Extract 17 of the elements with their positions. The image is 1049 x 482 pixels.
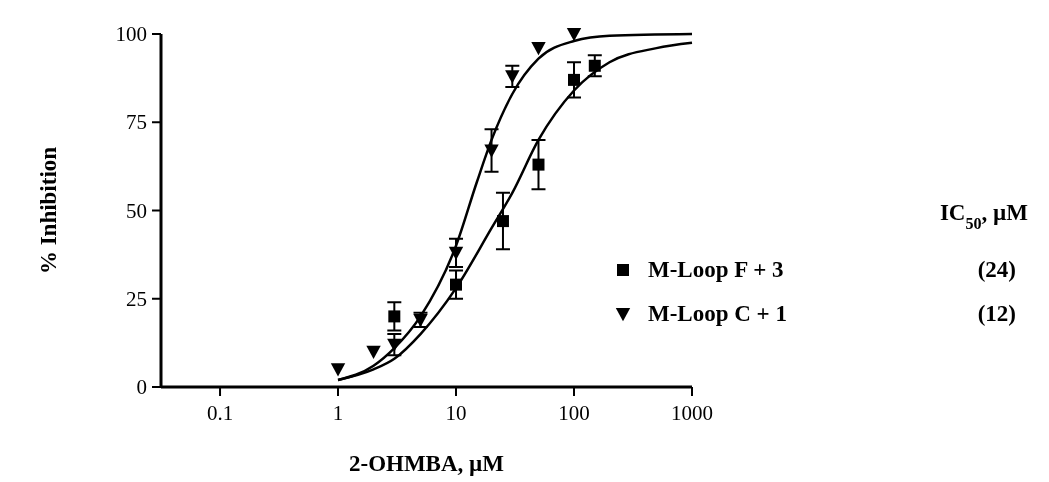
text: (12): [977, 301, 1016, 326]
y-tick-label: 0: [136, 375, 147, 399]
x-tick-label: 0.1: [206, 401, 234, 425]
x-axis-title: 2-OHMBA, µM: [348, 451, 505, 476]
y-tick-label: 100: [115, 22, 147, 46]
y-tick-label: 50: [126, 198, 147, 223]
y-axis-title: % Inhibition: [36, 146, 61, 275]
legend-label: M-Loop F + 3: [648, 257, 784, 282]
x-tick-label: 10: [445, 401, 467, 425]
x-tick-label: 1: [332, 401, 344, 425]
x-tick-label: 1000: [671, 401, 713, 425]
y-tick-label: 25: [126, 286, 147, 311]
legend-label: M-Loop C + 1: [648, 301, 787, 326]
y-tick-label: 75: [126, 110, 147, 135]
text: (24): [977, 257, 1016, 282]
x-tick-label: 100: [558, 401, 590, 425]
legend-title: IC$_{50}$, µM: [939, 200, 1029, 232]
